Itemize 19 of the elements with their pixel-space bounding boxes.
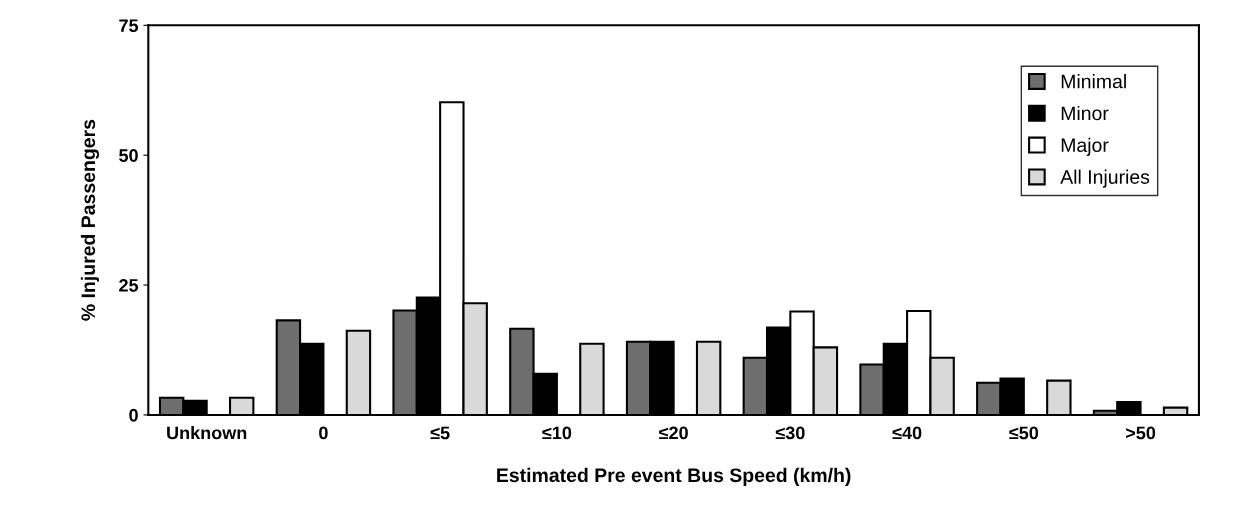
legend-label: Minor <box>1061 105 1109 121</box>
x-tick-label: ≤30 <box>775 426 805 440</box>
y-tick-label: 50 <box>119 149 138 162</box>
legend-label: Major <box>1061 137 1109 156</box>
y-tick-label: 75 <box>119 19 139 33</box>
x-tick-label: ≤20 <box>659 426 688 440</box>
y-axis-title: % Injured Passengers <box>80 119 100 321</box>
legend-label: All Injuries <box>1060 169 1150 188</box>
y-tick-label: 0 <box>129 408 138 422</box>
y-tick-label: 25 <box>119 278 139 292</box>
x-axis-title: Estimated Pre event Bus Speed (km/h) <box>497 467 851 486</box>
x-tick-label: ≤50 <box>1009 426 1039 440</box>
legend-label: Minimal <box>1061 74 1126 89</box>
x-tick-label: ≤10 <box>542 426 572 440</box>
x-tick-label: ≤40 <box>892 426 922 440</box>
x-tick-label: >50 <box>1126 426 1156 440</box>
x-tick-label: ≤5 <box>430 426 450 440</box>
x-tick-label: 0 <box>319 426 328 440</box>
x-tick-label: Unknown <box>167 426 247 440</box>
